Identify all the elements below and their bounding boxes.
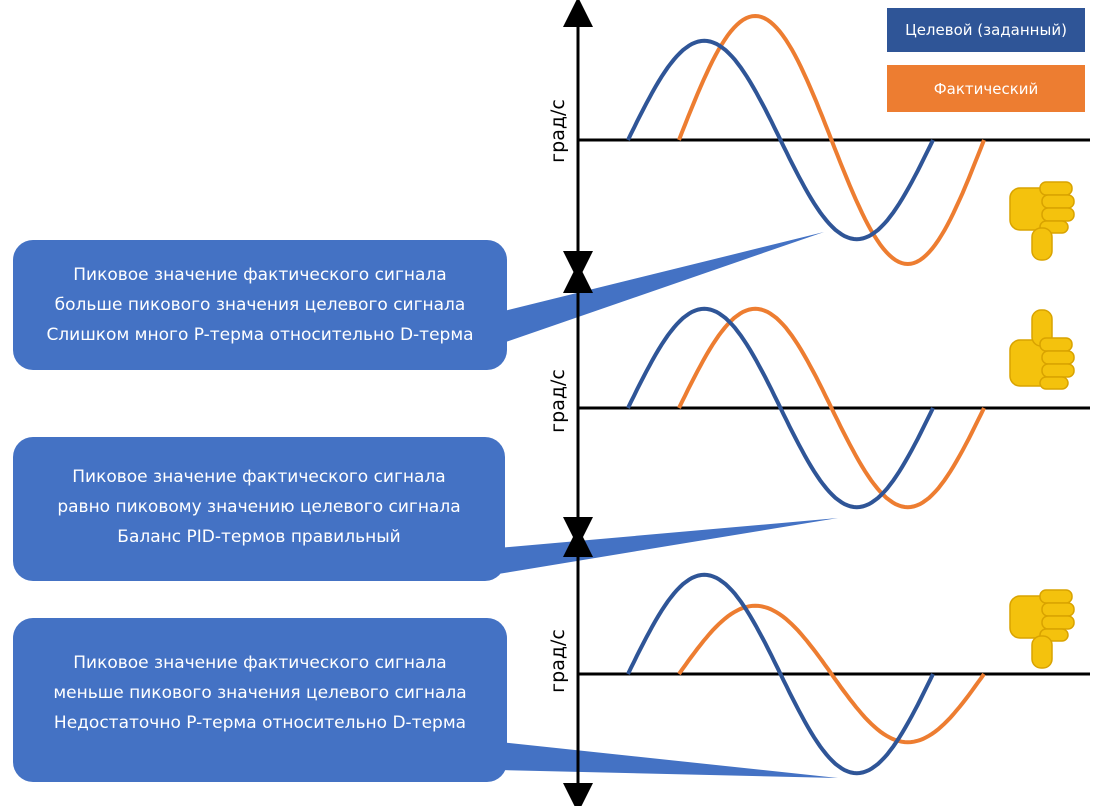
callout-1-line-3: Слишком много P-терма относительно D-тер… <box>46 325 474 345</box>
thumb-down-icon <box>1009 181 1075 261</box>
callout-3: Пиковое значение фактического сигнала ме… <box>13 648 507 738</box>
y-axis-label-2: град/с <box>547 369 569 433</box>
actual-signal-curve-3 <box>677 603 986 745</box>
callout-2-line-3: Баланс PID-термов правильный <box>117 527 401 547</box>
y-axis-label-1: град/с <box>547 99 569 163</box>
callout-2-line-2: равно пиковому значению целевого сигнала <box>57 497 461 517</box>
callout-1-line-1: Пиковое значение фактического сигнала <box>73 265 447 285</box>
callout-2: Пиковое значение фактического сигнала ра… <box>13 462 505 552</box>
target-signal-curve-2 <box>626 306 935 510</box>
callout-3-line-2: меньше пикового значения целевого сигнал… <box>53 683 467 703</box>
actual-signal-curve-1 <box>677 13 986 267</box>
callout-3-line-1: Пиковое значение фактического сигнала <box>73 653 447 673</box>
target-signal-curve-3 <box>626 572 935 776</box>
callout-3-line-3: Недостаточно P-терма относительно D-терм… <box>53 713 467 733</box>
callout-1: Пиковое значение фактического сигнала бо… <box>13 260 507 350</box>
callout-shape-3 <box>13 618 838 782</box>
thumb-up-icon <box>1009 309 1075 390</box>
thumb-down-icon <box>1009 589 1075 669</box>
y-axis-label-3: град/с <box>547 629 569 693</box>
legend-actual-label: Фактический <box>933 79 1039 98</box>
callout-1-line-2: больше пикового значения целевого сигнал… <box>54 295 466 315</box>
callout-2-line-1: Пиковое значение фактического сигнала <box>72 467 446 487</box>
target-signal-curve-1 <box>626 38 935 242</box>
legend-target: Целевой (заданный) <box>887 8 1085 52</box>
legend-actual: Фактический <box>887 65 1085 112</box>
callout-shape-2 <box>13 437 838 581</box>
signal-curves <box>626 13 986 776</box>
legend-target-label: Целевой (заданный) <box>905 21 1067 39</box>
callout-shape-1 <box>13 232 824 370</box>
